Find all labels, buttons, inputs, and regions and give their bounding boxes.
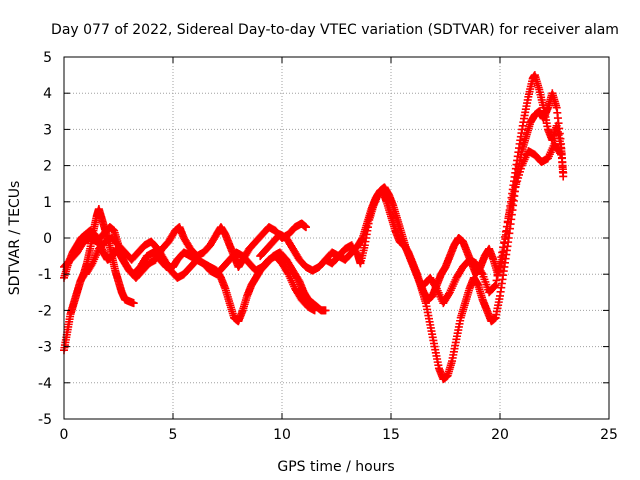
- data-point: [494, 267, 503, 276]
- data-point: [490, 282, 499, 291]
- data-point: [500, 238, 509, 247]
- data-point: [559, 172, 568, 181]
- data-point: [510, 187, 519, 196]
- y-tick-label: 1: [43, 195, 52, 211]
- data-point: [477, 268, 486, 277]
- y-tick-label: 4: [43, 86, 52, 102]
- data-point: [557, 150, 566, 159]
- data-point: [503, 217, 512, 226]
- x-tick-label: 5: [169, 427, 178, 443]
- y-tick-label: 3: [43, 122, 52, 138]
- x-tick-label: 10: [273, 427, 291, 443]
- data-point: [501, 227, 510, 236]
- data-points: [60, 71, 568, 384]
- data-point: [499, 243, 508, 252]
- data-point: [321, 306, 330, 315]
- data-point: [493, 271, 502, 280]
- x-tick-label: 20: [491, 427, 509, 443]
- y-tick-label: -5: [38, 412, 52, 428]
- data-point: [301, 223, 310, 232]
- series-2: [60, 219, 310, 282]
- data-point: [507, 199, 516, 208]
- series-0: [60, 205, 138, 355]
- data-point: [497, 253, 506, 262]
- x-tick-label: 25: [600, 427, 618, 443]
- x-tick-label: 0: [60, 427, 69, 443]
- y-axis-ticks: -5 -4 -3 -2 -1 0 1 2 3 4 5: [38, 50, 609, 428]
- series-6: [419, 139, 566, 308]
- data-point: [129, 299, 138, 308]
- data-point: [502, 222, 511, 231]
- y-tick-label: -1: [38, 267, 52, 283]
- y-tick-label: 5: [43, 50, 52, 66]
- chart-title: Day 077 of 2022, Sidereal Day-to-day VTE…: [51, 22, 619, 38]
- data-point: [504, 212, 513, 221]
- data-point: [496, 257, 505, 266]
- y-tick-label: -3: [38, 340, 52, 356]
- data-point: [498, 248, 507, 257]
- data-point: [500, 232, 509, 241]
- y-tick-label: -4: [38, 376, 52, 392]
- y-tick-label: 2: [43, 159, 52, 175]
- x-tick-label: 15: [382, 427, 400, 443]
- gridlines: [64, 57, 609, 419]
- data-point: [509, 191, 518, 200]
- data-point: [492, 276, 501, 285]
- series-3: [81, 234, 319, 315]
- data-point: [495, 262, 504, 271]
- data-point: [508, 195, 517, 204]
- y-tick-label: -2: [38, 303, 52, 319]
- y-axis-label: SDTVAR / TECUs: [7, 181, 23, 296]
- data-point: [505, 208, 514, 217]
- data-point: [491, 281, 500, 290]
- x-axis-ticks: 0 5 10 15 20 25: [60, 57, 618, 443]
- data-point: [556, 149, 565, 158]
- series-5: [321, 89, 568, 384]
- y-tick-label: 0: [43, 231, 52, 247]
- x-axis-label: GPS time / hours: [277, 459, 394, 475]
- data-point: [310, 306, 319, 315]
- data-point: [506, 204, 515, 213]
